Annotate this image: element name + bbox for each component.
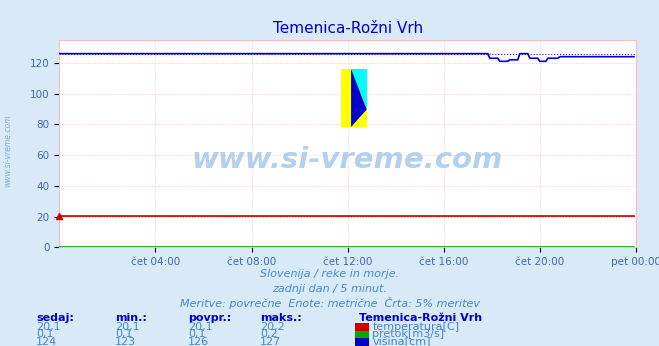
Text: www.si-vreme.com: www.si-vreme.com — [3, 114, 13, 187]
Text: Temenica-Rožni Vrh: Temenica-Rožni Vrh — [359, 313, 482, 323]
Bar — [341, 69, 366, 127]
Polygon shape — [351, 69, 366, 127]
Text: 0,2: 0,2 — [260, 329, 278, 339]
Text: 0,1: 0,1 — [36, 329, 54, 339]
Text: min.:: min.: — [115, 313, 147, 323]
Text: maks.:: maks.: — [260, 313, 302, 323]
Text: višina[cm]: višina[cm] — [372, 337, 431, 346]
Text: 20,1: 20,1 — [115, 322, 140, 332]
Text: 20,2: 20,2 — [260, 322, 285, 332]
Text: 20,1: 20,1 — [188, 322, 212, 332]
Text: 124: 124 — [36, 337, 57, 346]
Text: povpr.:: povpr.: — [188, 313, 231, 323]
Text: www.si-vreme.com: www.si-vreme.com — [192, 146, 503, 174]
Title: Temenica-Rožni Vrh: Temenica-Rožni Vrh — [273, 21, 422, 36]
Text: Slovenija / reke in morje.: Slovenija / reke in morje. — [260, 270, 399, 280]
Text: 127: 127 — [260, 337, 281, 346]
Text: 20,1: 20,1 — [36, 322, 61, 332]
Text: 0,1: 0,1 — [115, 329, 133, 339]
Text: 126: 126 — [188, 337, 209, 346]
Polygon shape — [351, 69, 366, 110]
Text: zadnji dan / 5 minut.: zadnji dan / 5 minut. — [272, 284, 387, 294]
Text: sedaj:: sedaj: — [36, 313, 74, 323]
Text: Meritve: povrečne  Enote: metrične  Črta: 5% meritev: Meritve: povrečne Enote: metrične Črta: … — [179, 297, 480, 309]
Text: 123: 123 — [115, 337, 136, 346]
Text: pretok[m3/s]: pretok[m3/s] — [372, 329, 444, 339]
Text: temperatura[C]: temperatura[C] — [372, 322, 459, 332]
Text: 0,1: 0,1 — [188, 329, 206, 339]
